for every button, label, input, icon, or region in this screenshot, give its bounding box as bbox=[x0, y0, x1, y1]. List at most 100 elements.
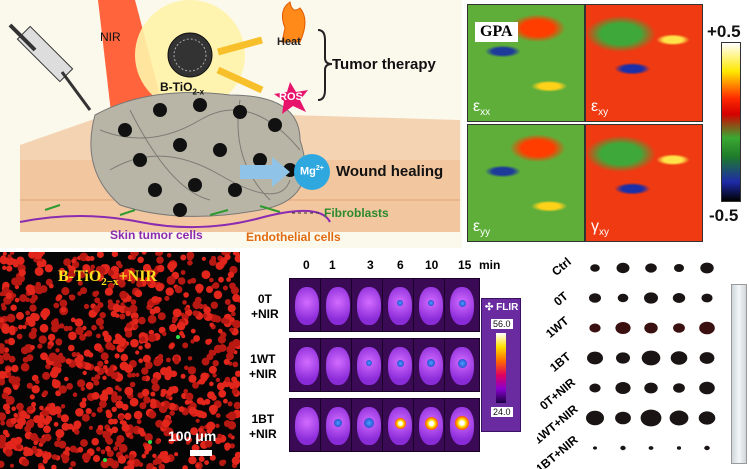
fluorescent-cell bbox=[45, 406, 50, 411]
fluorescent-cell bbox=[157, 264, 165, 273]
fluorescent-cell bbox=[209, 322, 214, 328]
fluorescent-cell bbox=[182, 300, 187, 305]
fluorescent-cell bbox=[118, 279, 126, 288]
fluorescent-cell bbox=[118, 443, 128, 453]
fluorescent-cell bbox=[235, 370, 240, 377]
fluorescent-cell bbox=[97, 276, 103, 282]
fluorescent-cell bbox=[131, 372, 136, 378]
fluorescent-cell bbox=[226, 277, 232, 282]
fluorescent-cell bbox=[5, 366, 12, 373]
fluorescent-cell bbox=[1, 392, 9, 400]
fluorescent-cell bbox=[73, 420, 82, 429]
fluorescent-cell bbox=[144, 433, 153, 442]
heat-spot bbox=[428, 300, 434, 306]
btio2-particle bbox=[167, 32, 213, 78]
tumor-specimen bbox=[673, 323, 685, 333]
fluorescent-cell bbox=[191, 444, 200, 452]
tumor-specimen bbox=[641, 350, 661, 366]
fluorescent-cell bbox=[68, 331, 77, 341]
fluorescent-cell bbox=[69, 294, 76, 301]
fluorescent-cell bbox=[207, 391, 215, 399]
fluorescent-cell bbox=[48, 406, 58, 416]
fluorescent-cell bbox=[104, 287, 113, 296]
fluorescent-cell bbox=[138, 345, 143, 350]
scale-min-label: 24.0 bbox=[491, 407, 513, 417]
fluorescent-cell bbox=[16, 256, 25, 265]
fluorescent-cell bbox=[107, 299, 113, 305]
mouse-silhouette bbox=[388, 287, 412, 325]
fluorescent-cell bbox=[204, 460, 210, 465]
thermal-image bbox=[351, 278, 387, 332]
fluorescent-cell bbox=[116, 334, 123, 342]
fluorescent-cell bbox=[141, 388, 150, 397]
gpa-strain-panel: GPA εxx εxy εyy γxy +0.5 -0.5 bbox=[465, 0, 749, 248]
fluorescent-cell bbox=[75, 408, 84, 417]
fluorescent-cell bbox=[1, 305, 7, 311]
fluorescent-cell bbox=[160, 392, 166, 398]
fluorescent-cell bbox=[223, 398, 228, 404]
fluorescent-cell bbox=[55, 338, 63, 346]
fluorescent-cell bbox=[65, 446, 71, 452]
fluorescent-cell bbox=[31, 313, 40, 322]
schematic-illustration bbox=[8, 0, 460, 232]
fluorescent-cell bbox=[113, 446, 118, 451]
fluorescent-cell bbox=[8, 355, 16, 363]
fluorescent-cell bbox=[5, 292, 13, 299]
thermal-image bbox=[382, 398, 418, 452]
fluorescent-cell bbox=[0, 412, 7, 421]
time-label-3: 3 bbox=[367, 258, 374, 272]
tumor-specimen bbox=[700, 262, 714, 274]
fluorescent-cell bbox=[201, 256, 206, 261]
fluorescent-cell bbox=[195, 434, 203, 443]
fluorescent-cell bbox=[114, 440, 122, 448]
fluorescent-cell bbox=[107, 269, 114, 276]
fluorescent-cell bbox=[99, 325, 104, 330]
fluorescent-cell bbox=[110, 310, 118, 318]
fluorescent-cell bbox=[188, 260, 193, 265]
fluorescent-cell bbox=[188, 374, 197, 383]
fluorescent-cell bbox=[31, 327, 38, 334]
fluorescent-cell bbox=[170, 370, 177, 378]
fluorescent-cell bbox=[130, 279, 135, 284]
fluorescent-cell bbox=[218, 389, 227, 398]
fluorescent-cell bbox=[23, 446, 30, 453]
fluorescent-cell bbox=[10, 437, 18, 446]
fluorescent-cell bbox=[38, 335, 47, 344]
thermal-image bbox=[413, 338, 449, 392]
thermal-image bbox=[444, 338, 480, 392]
fluorescent-cell bbox=[0, 317, 5, 323]
fluorescent-cell bbox=[0, 378, 6, 386]
fluorescent-cell bbox=[234, 252, 240, 257]
fluorescent-cell bbox=[96, 406, 103, 413]
tumor-specimen bbox=[589, 383, 601, 393]
heat-spot bbox=[424, 416, 438, 430]
fluorescent-cell bbox=[61, 422, 70, 431]
fluorescent-cell bbox=[71, 351, 77, 358]
fluorescent-cell bbox=[213, 290, 223, 300]
gpa-label-eyy: εyy bbox=[473, 218, 491, 239]
fluorescent-cell bbox=[93, 379, 100, 386]
time-label-6: 6 bbox=[397, 258, 404, 272]
tumor-specimen bbox=[616, 262, 630, 274]
fluorescent-cell bbox=[18, 324, 23, 330]
fluorescent-cell bbox=[158, 454, 163, 459]
fluorescent-cell bbox=[111, 406, 117, 412]
thermal-imaging-panel: 0 1 3 6 10 15 min 0T +NIR 1WT +NIR 1BT +NIR… bbox=[245, 252, 535, 469]
thermal-image bbox=[382, 338, 418, 392]
fluorescent-cell bbox=[6, 313, 16, 323]
fluorescent-cell bbox=[25, 284, 35, 293]
fluorescent-cell bbox=[169, 261, 177, 269]
fluorescent-cell bbox=[184, 306, 189, 312]
fluorescent-cell bbox=[208, 404, 218, 414]
fluorescent-cell bbox=[169, 343, 175, 349]
fluorescent-cell bbox=[172, 308, 182, 318]
fluorescent-cell bbox=[215, 377, 221, 383]
fluorescent-cell bbox=[161, 455, 171, 464]
fluorescent-cell bbox=[146, 271, 151, 276]
fluorescent-cell bbox=[9, 325, 16, 332]
fluorescent-cell bbox=[104, 359, 109, 365]
fluorescent-cell bbox=[110, 460, 119, 469]
fluorescent-cell bbox=[112, 365, 118, 371]
tumor-specimen bbox=[699, 381, 715, 395]
fluorescent-cell bbox=[5, 432, 10, 438]
